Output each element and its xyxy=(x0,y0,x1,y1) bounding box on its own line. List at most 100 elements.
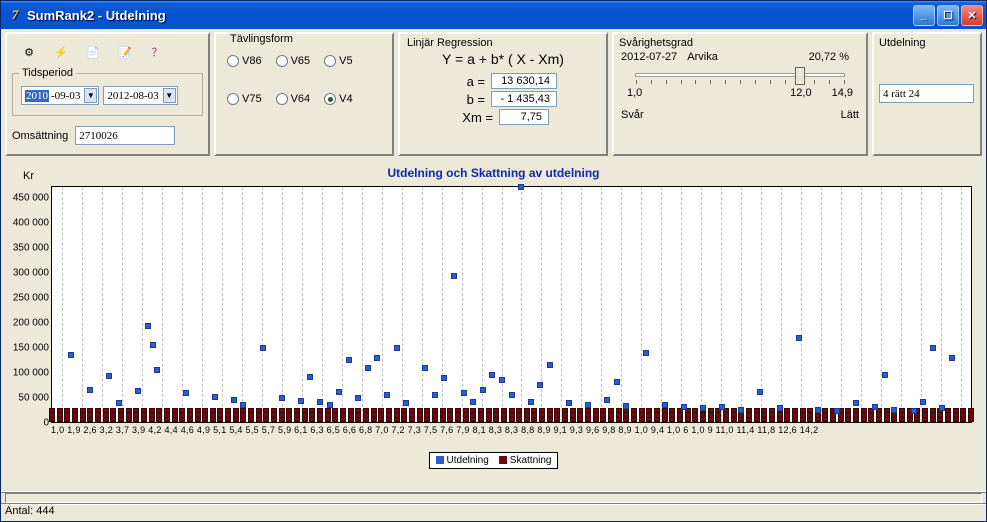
skattning-point xyxy=(968,412,974,418)
utdelning-point xyxy=(623,403,629,409)
scale-max: 14,9 xyxy=(832,87,853,99)
skattning-point xyxy=(792,412,798,418)
tavling-row1: V86 V65 V5 xyxy=(227,55,381,67)
skattning-point xyxy=(447,412,453,418)
utdelning-point xyxy=(87,387,93,393)
chart-plot[interactable] xyxy=(51,186,972,423)
radio-v86[interactable]: V86 xyxy=(227,55,262,67)
radio-v75[interactable]: V75 xyxy=(227,93,262,105)
skattning-point xyxy=(945,412,951,418)
utdelning-point xyxy=(145,323,151,329)
chevron-down-icon[interactable]: ▼ xyxy=(84,88,97,103)
utdelning-point xyxy=(939,405,945,411)
radio-dot-icon xyxy=(276,93,288,105)
title-bar[interactable]: 7 SumRank2 - Utdelning _ ☐ ✕ xyxy=(1,1,986,29)
skattning-point xyxy=(263,412,269,418)
utdelning-point xyxy=(374,355,380,361)
skattning-point xyxy=(868,412,874,418)
skattning-point xyxy=(195,412,201,418)
a-value[interactable]: 13 630,14 xyxy=(491,73,557,89)
radio-v64[interactable]: V64 xyxy=(276,93,311,105)
b-label: b = xyxy=(449,92,485,107)
b-value[interactable]: - 1 435,43 xyxy=(491,91,557,107)
utdelning-point xyxy=(441,375,447,381)
skattning-point xyxy=(470,412,476,418)
utdelning-point xyxy=(432,392,438,398)
radio-v4[interactable]: V4 xyxy=(324,93,352,105)
utdelning-point xyxy=(757,389,763,395)
date-to-combo[interactable]: 2012-08-03 ▼ xyxy=(103,86,177,105)
utdelning-point xyxy=(298,398,304,404)
skattning-point xyxy=(639,412,645,418)
skattning-point xyxy=(899,412,905,418)
tool-cog-icon[interactable]: ⚙ xyxy=(18,41,40,63)
skattning-point xyxy=(149,412,155,418)
skattning-point xyxy=(662,412,668,418)
utdelning-point xyxy=(528,399,534,405)
skattning-point xyxy=(516,412,522,418)
utdelning-point xyxy=(738,407,744,413)
skattning-point xyxy=(784,412,790,418)
latt-label: Lätt xyxy=(841,109,859,121)
skattning-point xyxy=(210,412,216,418)
regression-panel: Linjär Regression Y = a + b* ( X - Xm) a… xyxy=(398,32,608,156)
tool-help-icon[interactable]: ？ xyxy=(146,41,168,63)
skattning-point xyxy=(953,412,959,418)
slider-track[interactable] xyxy=(635,73,845,77)
skattning-point xyxy=(654,412,660,418)
skattning-point xyxy=(570,412,576,418)
skattning-point xyxy=(677,412,683,418)
y-tick: 450 000 xyxy=(5,193,49,204)
skattning-point xyxy=(700,412,706,418)
utdelning-point xyxy=(212,394,218,400)
utdelning-point xyxy=(681,404,687,410)
radio-v5[interactable]: V5 xyxy=(324,55,352,67)
skattning-point xyxy=(845,412,851,418)
xm-value[interactable]: 7,75 xyxy=(499,109,549,125)
utdelning-point xyxy=(317,399,323,405)
skattning-point xyxy=(49,412,55,418)
svarighet-slider[interactable]: 1,0 12,0 14,9 xyxy=(623,73,857,99)
tool-copy-icon[interactable]: 📄 xyxy=(82,41,104,63)
skattning-point xyxy=(80,412,86,418)
utdelning-point xyxy=(547,362,553,368)
skattning-point xyxy=(72,412,78,418)
skattning-point xyxy=(731,412,737,418)
maximize-button[interactable]: ☐ xyxy=(937,5,959,26)
skattning-point xyxy=(57,412,63,418)
skattning-point xyxy=(807,412,813,418)
close-button[interactable]: ✕ xyxy=(961,5,983,26)
skattning-point xyxy=(332,412,338,418)
utdelning-point xyxy=(614,379,620,385)
status-antal-value: 444 xyxy=(36,505,54,517)
skattning-point xyxy=(769,412,775,418)
utdelning-point xyxy=(891,407,897,413)
date-from-rest: -09-03 xyxy=(51,90,80,102)
xm-label: Xm = xyxy=(457,110,493,125)
chart-area: Kr Utdelning och Skattning av utdelning … xyxy=(5,164,982,491)
skattning-point xyxy=(623,412,629,418)
slider-thumb[interactable] xyxy=(795,67,805,85)
minimize-button[interactable]: _ xyxy=(913,5,935,26)
skattning-point xyxy=(754,412,760,418)
tool-text-icon[interactable]: 📝 xyxy=(114,41,136,63)
utdelning-point xyxy=(346,357,352,363)
skattning-point xyxy=(646,412,652,418)
window-title: SumRank2 - Utdelning xyxy=(27,8,166,23)
utdelning-point xyxy=(585,402,591,408)
tavling-panel: Tävlingsform V86V65V5 V75V64V4 xyxy=(214,32,394,156)
chevron-down-icon[interactable]: ▼ xyxy=(163,88,176,103)
skattning-point xyxy=(302,412,308,418)
radio-dot-icon xyxy=(227,55,239,67)
radio-v65[interactable]: V65 xyxy=(276,55,311,67)
skattning-point xyxy=(363,412,369,418)
utdelning-point xyxy=(240,402,246,408)
skattning-point xyxy=(669,412,675,418)
skattning-point xyxy=(309,412,315,418)
date-from-combo[interactable]: 2010-09-03 ▼ xyxy=(21,86,99,105)
utdelning-point xyxy=(355,395,361,401)
svarighet-date: 2012-07-27 xyxy=(621,51,677,63)
omsattning-input[interactable]: 2710026 xyxy=(75,126,175,145)
tool-flash-icon[interactable]: ⚡ xyxy=(50,41,72,63)
utdelning-value[interactable]: 4 rätt 24 xyxy=(879,84,974,103)
